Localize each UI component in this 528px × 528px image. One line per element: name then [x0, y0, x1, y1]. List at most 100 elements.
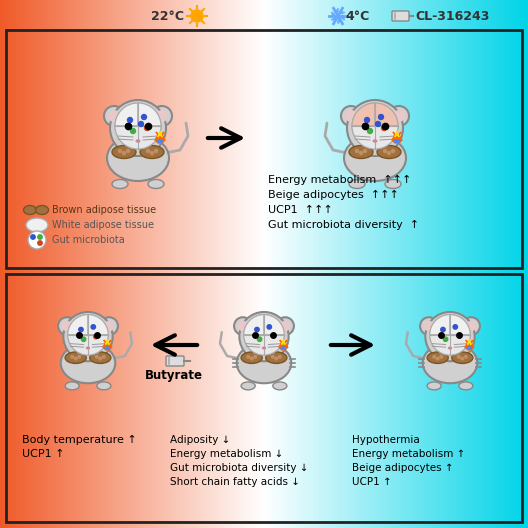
Ellipse shape	[385, 180, 401, 188]
Circle shape	[440, 355, 442, 358]
Circle shape	[104, 320, 115, 332]
Circle shape	[146, 149, 149, 153]
Ellipse shape	[427, 352, 448, 363]
Circle shape	[238, 320, 248, 332]
Text: Butyrate: Butyrate	[145, 369, 203, 382]
Polygon shape	[468, 340, 471, 345]
Circle shape	[279, 355, 281, 358]
Wedge shape	[68, 315, 88, 335]
Ellipse shape	[24, 205, 36, 214]
Circle shape	[138, 121, 144, 127]
Circle shape	[453, 325, 457, 329]
Ellipse shape	[86, 346, 90, 350]
Circle shape	[127, 149, 129, 153]
Polygon shape	[106, 340, 109, 345]
Text: Body temperature ↑: Body temperature ↑	[22, 435, 137, 445]
Wedge shape	[352, 103, 375, 126]
Circle shape	[115, 103, 161, 149]
Polygon shape	[465, 340, 474, 350]
Circle shape	[244, 315, 284, 355]
Circle shape	[355, 149, 359, 153]
Circle shape	[96, 355, 98, 358]
Ellipse shape	[148, 180, 164, 188]
Bar	[6, 274, 522, 522]
Circle shape	[254, 327, 259, 332]
Ellipse shape	[393, 139, 401, 143]
Circle shape	[247, 355, 249, 358]
Wedge shape	[68, 335, 108, 355]
Ellipse shape	[423, 343, 477, 383]
FancyBboxPatch shape	[166, 356, 184, 366]
Ellipse shape	[97, 382, 111, 390]
Circle shape	[267, 325, 271, 329]
Circle shape	[100, 317, 118, 335]
Ellipse shape	[459, 382, 473, 390]
Ellipse shape	[377, 146, 401, 158]
Circle shape	[91, 325, 96, 329]
Ellipse shape	[105, 346, 110, 350]
Wedge shape	[264, 315, 284, 335]
Circle shape	[382, 126, 386, 130]
Circle shape	[461, 357, 464, 360]
Ellipse shape	[65, 382, 79, 390]
Polygon shape	[155, 132, 165, 143]
Ellipse shape	[26, 218, 48, 232]
Circle shape	[130, 128, 136, 134]
Ellipse shape	[344, 135, 406, 181]
Circle shape	[271, 355, 274, 358]
Circle shape	[367, 128, 372, 134]
Wedge shape	[88, 315, 108, 335]
Circle shape	[104, 106, 124, 126]
Wedge shape	[430, 315, 450, 335]
Circle shape	[145, 126, 149, 130]
Circle shape	[191, 10, 203, 22]
Polygon shape	[281, 340, 285, 345]
Ellipse shape	[237, 343, 291, 383]
Text: 22°C: 22°C	[152, 10, 184, 23]
Circle shape	[150, 152, 154, 155]
Text: Brown adipose tissue: Brown adipose tissue	[52, 205, 156, 215]
Circle shape	[71, 355, 73, 358]
Bar	[6, 30, 522, 268]
Text: Gut microbiota diversity  ↑: Gut microbiota diversity ↑	[268, 220, 419, 230]
Text: Beige adipocytes  ↑↑↑: Beige adipocytes ↑↑↑	[268, 190, 399, 200]
Wedge shape	[450, 315, 470, 335]
FancyBboxPatch shape	[392, 11, 409, 21]
Circle shape	[463, 317, 480, 335]
Circle shape	[94, 334, 98, 339]
Circle shape	[466, 320, 476, 332]
Circle shape	[79, 327, 83, 332]
Circle shape	[156, 110, 168, 122]
Ellipse shape	[266, 352, 287, 363]
Ellipse shape	[112, 180, 128, 188]
Circle shape	[77, 333, 81, 337]
Text: Beige adipocytes ↑: Beige adipocytes ↑	[352, 463, 454, 473]
Wedge shape	[244, 335, 284, 355]
Ellipse shape	[156, 139, 164, 143]
Text: Gut microbiota diversity ↓: Gut microbiota diversity ↓	[170, 463, 308, 473]
Circle shape	[444, 337, 448, 342]
Polygon shape	[392, 132, 402, 143]
Ellipse shape	[61, 343, 115, 383]
Ellipse shape	[140, 146, 164, 158]
Circle shape	[122, 152, 126, 155]
Circle shape	[74, 357, 77, 360]
Text: CL-316243: CL-316243	[416, 10, 490, 23]
Wedge shape	[352, 126, 398, 149]
Text: White adipose tissue: White adipose tissue	[52, 220, 154, 230]
Text: Energy metabolism ↓: Energy metabolism ↓	[170, 449, 284, 459]
Circle shape	[127, 118, 133, 122]
Text: UCP1 ↑: UCP1 ↑	[22, 449, 64, 459]
Ellipse shape	[35, 205, 49, 214]
Circle shape	[78, 355, 80, 358]
Polygon shape	[103, 340, 112, 350]
Circle shape	[126, 124, 130, 128]
Circle shape	[28, 231, 46, 249]
Circle shape	[250, 357, 253, 360]
Circle shape	[436, 357, 439, 360]
Circle shape	[68, 315, 108, 355]
Text: Adiposity ↓: Adiposity ↓	[170, 435, 230, 445]
Wedge shape	[430, 335, 470, 355]
Circle shape	[389, 106, 409, 126]
Circle shape	[81, 337, 86, 342]
